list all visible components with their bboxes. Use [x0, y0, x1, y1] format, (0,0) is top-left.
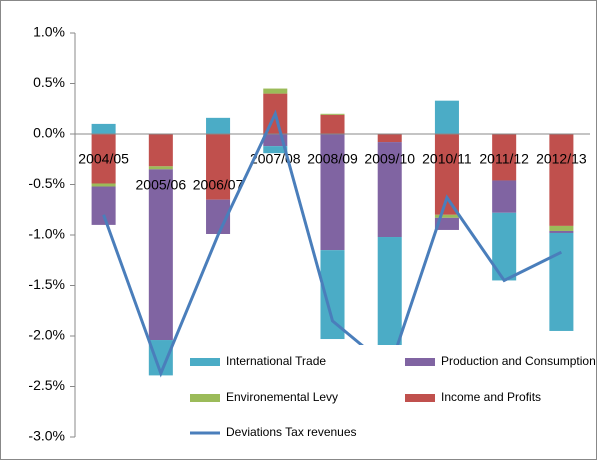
bar — [91, 123, 116, 134]
bar — [492, 180, 517, 213]
bar — [434, 214, 459, 218]
x-tick-label: 2008/09 — [307, 151, 358, 167]
bar — [148, 134, 173, 167]
bar — [320, 134, 345, 251]
bar — [434, 100, 459, 134]
bar — [377, 142, 402, 238]
y-tick-label: -0.5% — [28, 175, 65, 191]
bar — [91, 183, 116, 187]
legend-label: Income and Profits — [441, 390, 541, 404]
y-tick-label: -2.5% — [28, 377, 65, 393]
y-tick-label: -1.5% — [28, 276, 65, 292]
bar — [320, 113, 345, 115]
bar — [148, 169, 173, 341]
y-tick-label: -1.0% — [28, 226, 65, 242]
y-tick-label: 0.0% — [33, 125, 65, 141]
x-tick-label: 2012/13 — [536, 151, 587, 167]
legend-swatch — [190, 358, 220, 366]
y-tick-label: -3.0% — [28, 428, 65, 444]
y-tick-label: -2.0% — [28, 327, 65, 343]
bar — [434, 134, 459, 215]
x-tick-label: 2005/06 — [136, 177, 187, 193]
bar — [549, 225, 574, 231]
legend-box — [180, 345, 596, 445]
x-tick-label: 2010/11 — [422, 151, 472, 167]
bar — [549, 134, 574, 226]
y-tick-label: 0.5% — [33, 74, 65, 90]
x-tick-label: 2011/12 — [479, 151, 529, 167]
x-tick-label: 2006/07 — [193, 177, 244, 193]
bar — [549, 232, 574, 331]
bar — [206, 117, 231, 134]
bar — [91, 134, 116, 184]
bar — [206, 134, 231, 200]
bar — [377, 134, 402, 143]
legend-swatch — [405, 394, 435, 402]
legend-label: Deviations Tax revenues — [226, 425, 357, 439]
y-tick-label: 1.0% — [33, 24, 65, 40]
legend-label: Environemental Levy — [226, 390, 338, 404]
bar — [549, 230, 574, 233]
bar — [492, 134, 517, 181]
legend-label: International Trade — [226, 354, 326, 368]
bar — [148, 166, 173, 170]
bar — [263, 146, 288, 154]
legend-swatch — [190, 394, 220, 402]
bar — [320, 114, 345, 134]
line — [102, 109, 563, 378]
legend-swatch — [405, 358, 435, 366]
x-tick-label: 2004/05 — [78, 151, 129, 167]
bar — [263, 88, 288, 94]
x-tick-label: 2009/10 — [364, 151, 415, 167]
legend-label: Production and Consumption — [441, 354, 596, 368]
bar — [434, 217, 459, 230]
